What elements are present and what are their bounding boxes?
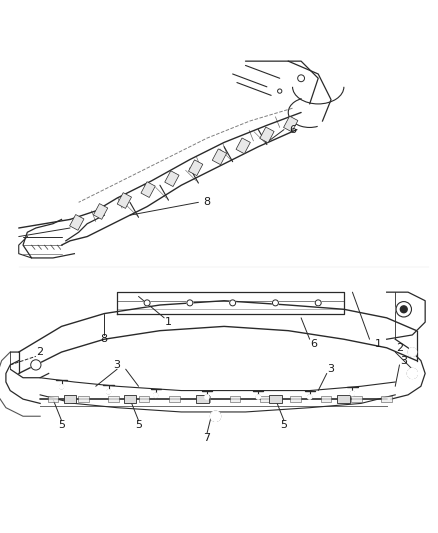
Bar [351,396,362,402]
Text: 6: 6 [311,338,318,349]
Circle shape [350,391,355,395]
Bar [381,396,392,402]
Bar [124,395,136,403]
Circle shape [256,395,261,399]
Bar [196,395,209,403]
Circle shape [210,411,221,422]
Bar [199,396,210,402]
Text: 1: 1 [165,317,172,327]
Text: 5: 5 [58,420,65,430]
Bar [169,396,180,402]
Bar [290,396,301,402]
Circle shape [396,302,411,317]
Circle shape [307,395,312,399]
Text: 7: 7 [203,433,211,442]
Bar [260,127,274,143]
Bar [108,396,119,402]
Bar [64,395,77,403]
Text: 5: 5 [135,420,142,430]
Bar [93,204,108,220]
Bar [48,396,58,402]
Text: 6: 6 [289,125,296,135]
Bar [283,116,298,132]
Circle shape [315,300,321,306]
Bar [260,396,271,402]
Bar [236,138,251,154]
Text: 3: 3 [328,364,335,374]
Text: 8: 8 [101,334,108,344]
Circle shape [230,300,236,306]
Bar [165,171,179,187]
Bar [337,395,350,403]
Circle shape [153,393,158,398]
Circle shape [278,89,282,93]
Bar [78,396,88,402]
Bar [188,160,203,175]
Circle shape [60,385,64,389]
Circle shape [272,300,279,306]
Text: 3: 3 [400,356,407,366]
Circle shape [187,300,193,306]
Text: 2: 2 [396,343,403,353]
Circle shape [400,306,407,313]
Text: 1: 1 [374,338,381,349]
Circle shape [407,368,417,378]
Bar [138,396,149,402]
Circle shape [298,75,304,82]
Bar [321,396,331,402]
Text: 2: 2 [36,347,44,357]
Circle shape [408,348,417,357]
Text: 5: 5 [280,420,287,430]
Circle shape [144,300,150,306]
Bar [117,192,131,208]
Bar [212,149,226,165]
Text: 3: 3 [113,360,120,370]
Bar [141,182,155,198]
Circle shape [205,395,209,399]
Circle shape [106,390,111,394]
Circle shape [31,360,41,370]
Bar [70,214,84,230]
Bar [269,395,282,403]
Text: 8: 8 [203,197,211,207]
Bar [230,396,240,402]
